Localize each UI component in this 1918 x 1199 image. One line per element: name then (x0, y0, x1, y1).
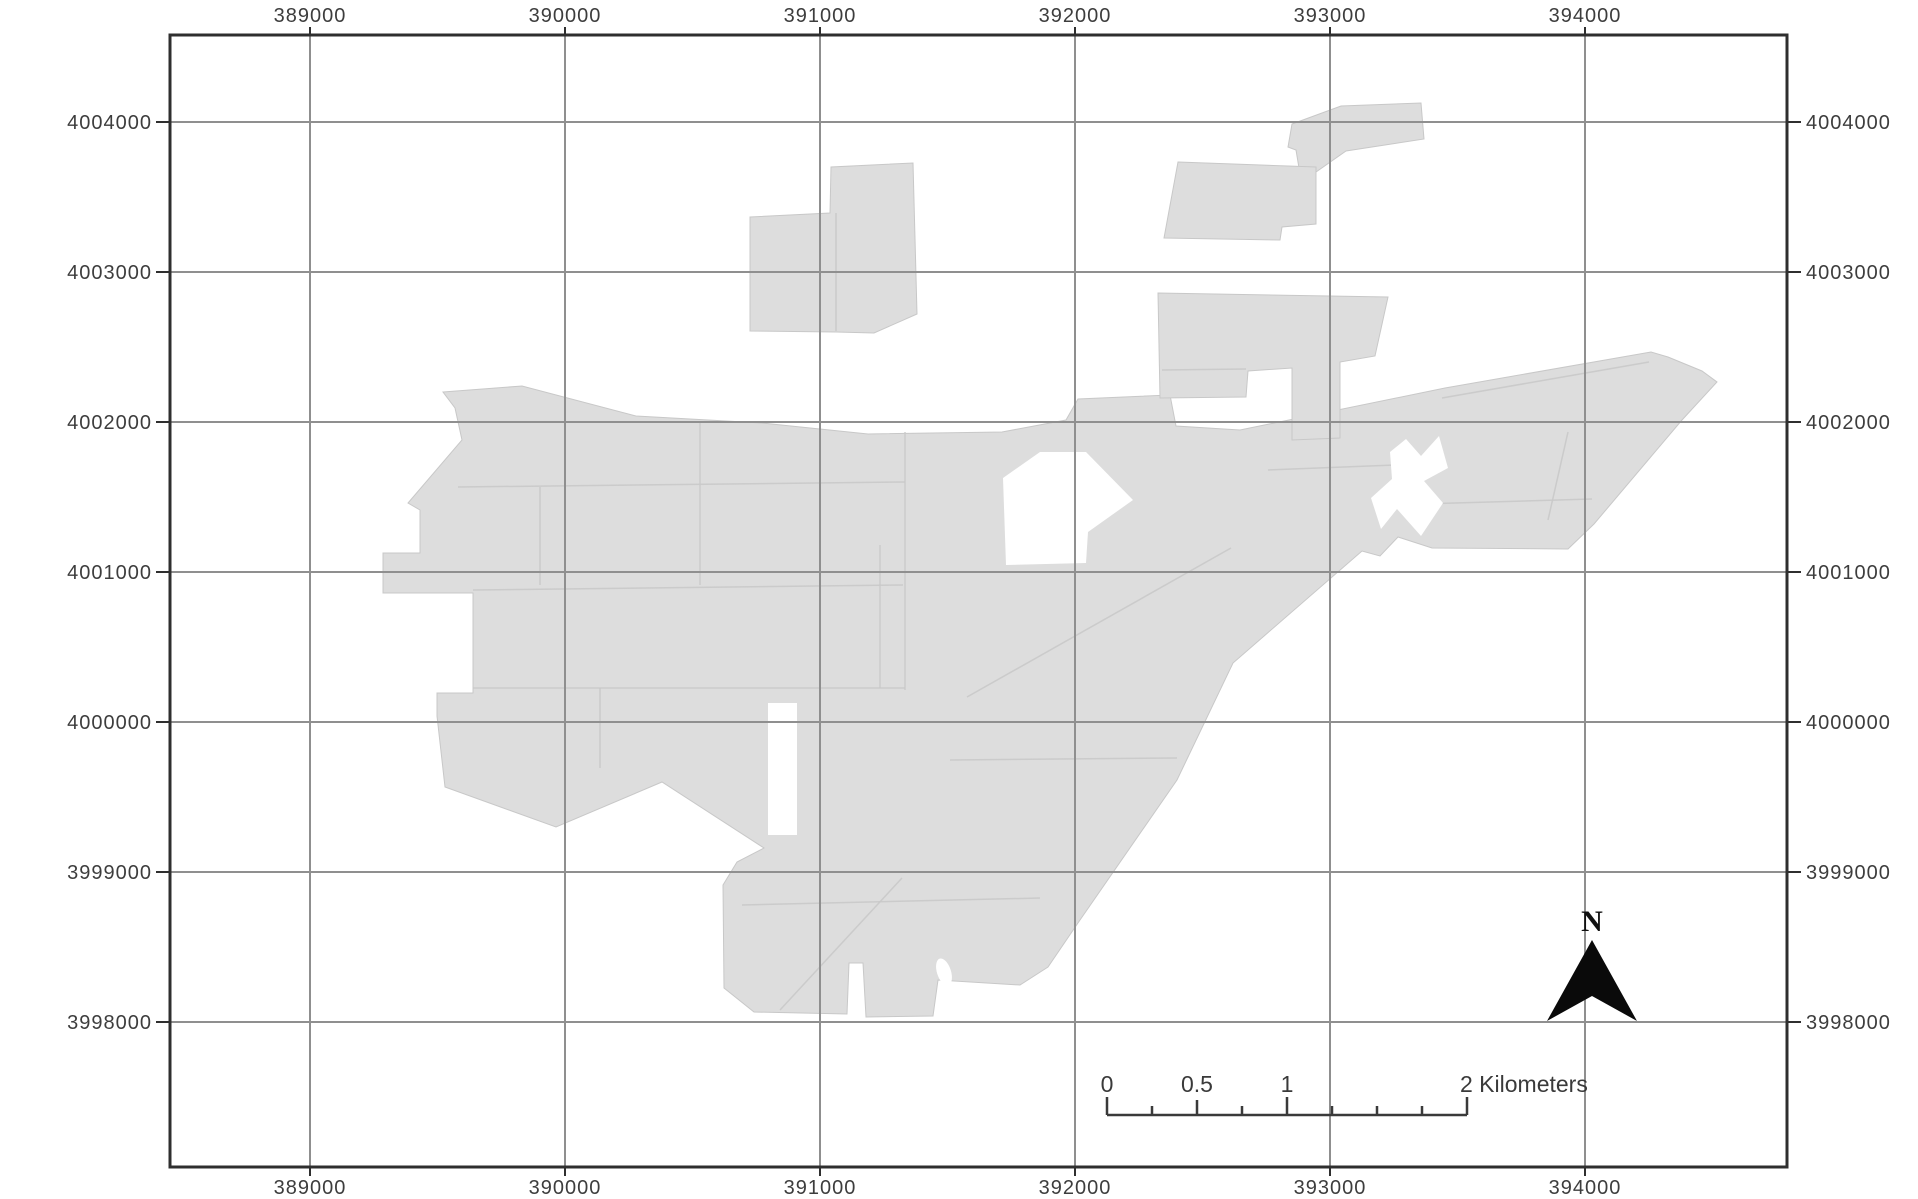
y-tick-label: 4000000 (67, 712, 152, 734)
urban-area-main-polygon (382, 351, 1718, 1018)
hole-central (1003, 452, 1133, 565)
hole-x-notch (1371, 436, 1448, 536)
x-tick-label: 389000 (274, 5, 347, 27)
north-arrow-icon (1547, 940, 1637, 1021)
urban-patch-top-right-band (1287, 102, 1425, 175)
urban-patch-top-center (749, 162, 918, 334)
x-tick-label: 393000 (1294, 1177, 1367, 1199)
y-tick-label: 4001000 (1806, 562, 1891, 584)
y-tick-label: 4003000 (1806, 262, 1891, 284)
north-arrow-label: N (1581, 905, 1603, 938)
scale-label-2-kilometers: 2 Kilometers (1460, 1071, 1588, 1097)
hole-crescent (936, 958, 952, 986)
x-tick-label: 390000 (529, 5, 602, 27)
y-tick-label: 4003000 (67, 262, 152, 284)
x-tick-label: 391000 (784, 5, 857, 27)
x-tick-label: 392000 (1039, 1177, 1112, 1199)
y-tick-label: 3998000 (67, 1012, 152, 1034)
top-axis-labels: 389000 390000 391000 392000 393000 39400… (274, 5, 1622, 27)
x-tick-label: 392000 (1039, 5, 1112, 27)
y-tick-label: 3999000 (67, 862, 152, 884)
parcel-boundary-lines (457, 213, 1650, 1011)
x-tick-label: 394000 (1549, 5, 1622, 27)
y-tick-label: 4002000 (67, 412, 152, 434)
urban-area-polygons (382, 102, 1718, 1018)
scale-label-0: 0 (1101, 1071, 1114, 1097)
hole-slot (768, 703, 797, 835)
scale-bar: 0 0.5 1 2 Kilometers (1101, 1071, 1588, 1117)
x-tick-label: 391000 (784, 1177, 857, 1199)
y-tick-label: 4000000 (1806, 712, 1891, 734)
y-tick-label: 3998000 (1806, 1012, 1891, 1034)
right-axis-labels: 4004000 4003000 4002000 4001000 4000000 … (1806, 112, 1891, 1034)
x-tick-label: 394000 (1549, 1177, 1622, 1199)
y-tick-label: 4004000 (67, 112, 152, 134)
y-tick-label: 4004000 (1806, 112, 1891, 134)
bottom-axis-labels: 389000 390000 391000 392000 393000 39400… (274, 1177, 1622, 1199)
left-axis-labels: 4004000 4003000 4002000 4001000 4000000 … (67, 112, 152, 1034)
y-tick-label: 3999000 (1806, 862, 1891, 884)
x-tick-label: 389000 (274, 1177, 347, 1199)
urban-patch-top-right-block (1163, 161, 1317, 241)
y-tick-label: 4001000 (67, 562, 152, 584)
x-tick-label: 390000 (529, 1177, 602, 1199)
north-arrow: N (1547, 905, 1637, 1021)
y-tick-label: 4002000 (1806, 412, 1891, 434)
x-tick-label: 393000 (1294, 5, 1367, 27)
map-frame (168, 33, 1789, 1169)
grid-tick-marks (156, 27, 1801, 1176)
scale-label-0-5: 0.5 (1181, 1071, 1213, 1097)
scale-label-1: 1 (1281, 1071, 1294, 1097)
urban-area-holes (768, 436, 1448, 986)
